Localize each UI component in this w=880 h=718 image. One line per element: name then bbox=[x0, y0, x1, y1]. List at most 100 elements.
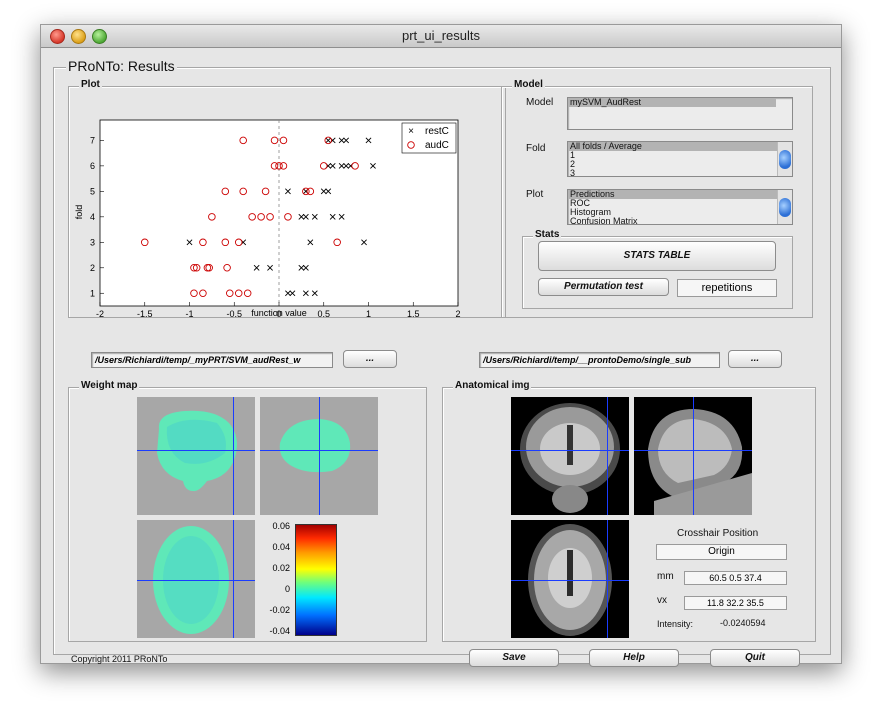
y-axis-label: fold bbox=[74, 205, 84, 220]
model-listbox[interactable]: mySVM_AudRest bbox=[567, 97, 793, 130]
crosshair-position-label: Crosshair Position bbox=[677, 528, 759, 539]
legend-label-audC: audC bbox=[425, 140, 449, 151]
fold-item[interactable]: 1 bbox=[570, 150, 576, 160]
x-tick-label: -1.5 bbox=[137, 309, 153, 317]
fold-item[interactable]: 3 bbox=[570, 168, 576, 177]
data-point-restC bbox=[325, 188, 332, 195]
anatomical-panel-title: Anatomical img bbox=[453, 380, 532, 391]
fold-scrollbar[interactable] bbox=[777, 142, 792, 176]
minimize-window-icon[interactable] bbox=[71, 29, 86, 44]
data-point-audC bbox=[140, 238, 149, 247]
data-point-audC bbox=[208, 213, 216, 221]
colorbar-tick: -0.02 bbox=[269, 605, 290, 615]
anatomical-axial-view[interactable] bbox=[511, 520, 629, 638]
data-point-restC bbox=[343, 137, 350, 144]
data-point-restC bbox=[302, 290, 309, 297]
plot-type-listbox[interactable]: Predictions ROC Histogram Confusion Matr… bbox=[567, 189, 793, 225]
anatomical-coronal-view[interactable] bbox=[511, 397, 629, 515]
data-point-restC bbox=[285, 290, 291, 297]
data-point-audC bbox=[319, 162, 328, 170]
weight-path-field[interactable]: /Users/Richiardi/temp/_myPRT/SVM_audRest… bbox=[91, 352, 333, 368]
model-item[interactable]: mySVM_AudRest bbox=[568, 98, 776, 107]
plot-item-confusion[interactable]: Confusion Matrix bbox=[570, 216, 638, 225]
mm-label: mm bbox=[657, 571, 674, 582]
data-point-audC bbox=[261, 187, 270, 196]
data-point-audC bbox=[205, 264, 213, 272]
data-point-restC bbox=[365, 137, 372, 144]
close-window-icon[interactable] bbox=[50, 29, 65, 44]
data-point-restC bbox=[307, 239, 314, 246]
data-point-audC bbox=[199, 238, 207, 247]
anatomical-sagittal-view[interactable] bbox=[634, 397, 752, 515]
data-point-audC bbox=[302, 187, 310, 196]
colorbar-tick: 0.04 bbox=[272, 542, 290, 552]
data-point-restC bbox=[253, 264, 260, 271]
anatomical-path-field[interactable]: /Users/Richiardi/temp/__prontoDemo/singl… bbox=[479, 352, 720, 368]
x-tick-label: -2 bbox=[96, 309, 104, 317]
data-point-restC bbox=[343, 162, 350, 169]
fold-item[interactable]: 2 bbox=[570, 159, 576, 169]
data-marks bbox=[140, 136, 376, 298]
help-button[interactable]: Help bbox=[589, 649, 679, 667]
zoom-window-icon[interactable] bbox=[92, 29, 107, 44]
weight-sagittal-view[interactable] bbox=[260, 397, 378, 515]
y-tick-label: 3 bbox=[90, 237, 95, 247]
plot-panel: Plot bbox=[68, 79, 506, 318]
copyright-text: Copyright 2011 PRoNTo bbox=[71, 654, 168, 664]
x-tick-label: -1 bbox=[185, 309, 193, 317]
quit-button[interactable]: Quit bbox=[710, 649, 800, 667]
x-tick-label: 2 bbox=[455, 309, 460, 317]
data-point-audC bbox=[226, 289, 234, 298]
x-axis-label: function value bbox=[251, 308, 307, 317]
data-point-restC bbox=[329, 213, 336, 220]
chart-legend: × restC audC bbox=[401, 122, 457, 154]
data-point-audC bbox=[221, 238, 230, 247]
repetitions-input[interactable]: repetitions bbox=[677, 279, 777, 297]
y-tick-label: 4 bbox=[90, 212, 95, 222]
permutation-test-button[interactable]: Permutation test bbox=[538, 278, 669, 296]
data-point-audC bbox=[306, 187, 315, 196]
app-window: prt_ui_results PRoNTo: Results Plot -2 -1… bbox=[40, 24, 842, 667]
data-point-audC bbox=[199, 289, 207, 298]
model-label: Model bbox=[526, 97, 554, 108]
data-point-restC bbox=[361, 239, 367, 246]
plot-item-roc[interactable]: ROC bbox=[570, 198, 590, 208]
x-tick-label: -0.5 bbox=[226, 309, 242, 317]
data-point-restC bbox=[298, 264, 305, 271]
browse-anatomical-button[interactable]: ... bbox=[728, 350, 782, 368]
data-point-restC bbox=[298, 213, 305, 220]
fold-item-average[interactable]: All folds / Average bbox=[568, 142, 777, 151]
stats-table-button[interactable]: STATS TABLE bbox=[538, 241, 776, 271]
data-point-restC bbox=[302, 264, 309, 271]
weight-coronal-view[interactable] bbox=[137, 397, 255, 515]
plot-scroll-thumb[interactable] bbox=[779, 198, 791, 217]
plot-scrollbar[interactable] bbox=[777, 190, 792, 224]
colorbar bbox=[295, 524, 337, 636]
save-button[interactable]: Save bbox=[469, 649, 559, 667]
data-point-audC bbox=[234, 238, 243, 247]
data-point-audC bbox=[239, 187, 247, 196]
colorbar-tick: 0 bbox=[284, 584, 290, 594]
stats-panel: Stats bbox=[522, 229, 793, 309]
plot-item-predictions[interactable]: Predictions bbox=[568, 190, 777, 199]
data-point-audC bbox=[284, 213, 292, 221]
colorbar-tick: 0.06 bbox=[272, 521, 290, 531]
data-point-audC bbox=[243, 289, 252, 298]
data-point-audC bbox=[270, 136, 279, 145]
plot-item-histogram[interactable]: Histogram bbox=[570, 207, 612, 217]
weight-axial-view[interactable] bbox=[137, 520, 255, 638]
data-point-audC bbox=[275, 162, 283, 170]
data-point-restC bbox=[302, 213, 309, 220]
plot-panel-title: Plot bbox=[79, 79, 102, 90]
results-group bbox=[53, 67, 831, 655]
y-tick-label: 1 bbox=[90, 288, 95, 298]
data-point-restC bbox=[320, 188, 327, 195]
browse-weight-button[interactable]: ... bbox=[343, 350, 397, 368]
origin-button[interactable]: Origin bbox=[656, 544, 787, 560]
data-point-restC bbox=[329, 162, 336, 169]
data-point-audC bbox=[279, 136, 288, 145]
data-point-audC bbox=[351, 162, 359, 170]
fold-scroll-thumb[interactable] bbox=[779, 150, 791, 169]
colorbar-ticks: 0.06 0.04 0.02 0 -0.02 -0.04 bbox=[261, 521, 293, 636]
fold-listbox[interactable]: All folds / Average 1 2 3 bbox=[567, 141, 793, 177]
